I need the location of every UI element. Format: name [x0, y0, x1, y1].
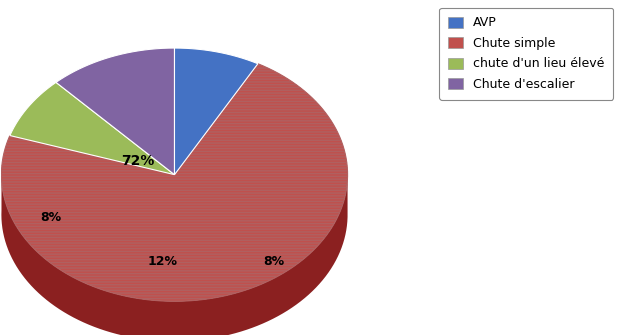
Polygon shape — [1, 170, 348, 336]
Legend: AVP, Chute simple, chute d'un lieu élevé, Chute d'escalier: AVP, Chute simple, chute d'un lieu élevé… — [440, 8, 614, 100]
Text: 8%: 8% — [40, 211, 61, 224]
Polygon shape — [56, 48, 175, 175]
Polygon shape — [1, 64, 348, 301]
Text: 72%: 72% — [120, 154, 154, 168]
Text: 12%: 12% — [147, 255, 177, 268]
Polygon shape — [175, 48, 258, 175]
Polygon shape — [10, 82, 175, 175]
Text: 8%: 8% — [263, 255, 284, 268]
